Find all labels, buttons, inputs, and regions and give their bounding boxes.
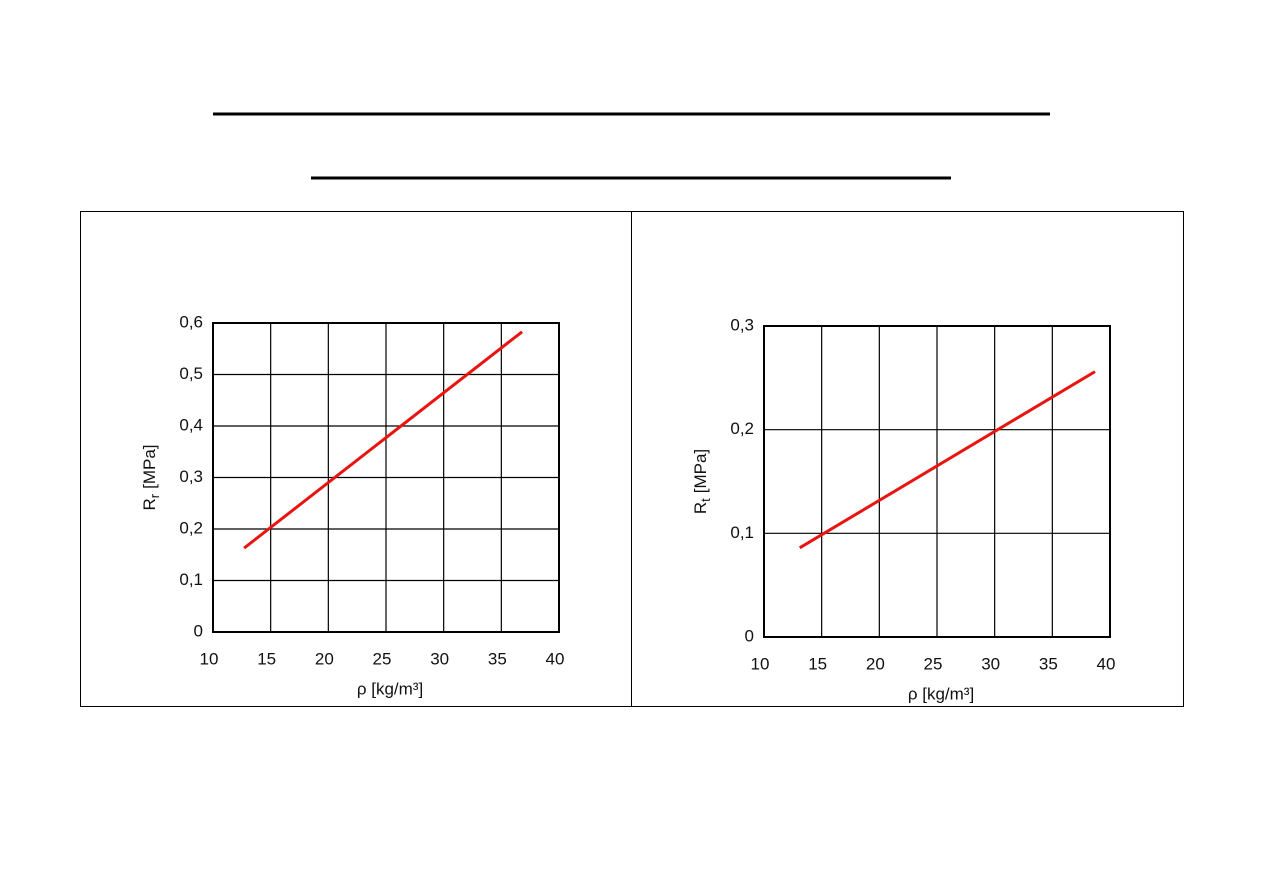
y-tick-label: 0,3 xyxy=(730,315,754,334)
data-line xyxy=(243,330,524,550)
x-tick-label: 25 xyxy=(924,654,943,673)
x-tick-label: 30 xyxy=(981,654,1000,673)
x-tick-label: 40 xyxy=(546,649,565,668)
x-tick-label: 10 xyxy=(200,649,219,668)
x-tick-label: 20 xyxy=(866,654,885,673)
x-tick-label: 15 xyxy=(257,649,276,668)
y-axis-label-main: R xyxy=(691,502,710,514)
plot-border xyxy=(763,325,1111,638)
y-axis-label-unit: [MPa] xyxy=(691,449,710,493)
x-axis-label: ρ [kg/m³] xyxy=(908,684,974,703)
y-tick-label: 0 xyxy=(745,626,754,645)
y-tick-label: 0,2 xyxy=(179,518,203,537)
y-tick-label: 0,2 xyxy=(730,419,754,438)
y-axis-label: Rt [MPa] xyxy=(691,449,713,514)
y-axis-label-main: R xyxy=(140,498,159,510)
y-tick-label: 0,5 xyxy=(179,364,203,383)
y-tick-label: 0 xyxy=(194,621,203,640)
x-tick-label: 20 xyxy=(315,649,334,668)
x-tick-label: 35 xyxy=(488,649,507,668)
x-tick-label: 40 xyxy=(1097,654,1116,673)
x-tick-label: 35 xyxy=(1039,654,1058,673)
x-tick-label: 10 xyxy=(751,654,770,673)
x-tick-label: 15 xyxy=(808,654,827,673)
y-axis-label-unit: [MPa] xyxy=(140,444,159,488)
y-tick-label: 0,1 xyxy=(730,523,754,542)
y-tick-label: 0,3 xyxy=(179,467,203,486)
y-axis-label: Rr [MPa] xyxy=(140,444,162,510)
y-tick-label: 0,4 xyxy=(179,415,203,434)
data-line xyxy=(798,370,1096,550)
x-tick-label: 25 xyxy=(373,649,392,668)
plot-border xyxy=(212,322,560,633)
y-axis-label-sub: t xyxy=(698,498,713,502)
x-tick-label: 30 xyxy=(430,649,449,668)
y-tick-label: 0,1 xyxy=(179,570,203,589)
y-tick-label: 0,6 xyxy=(179,312,203,331)
x-axis-label: ρ [kg/m³] xyxy=(357,679,423,698)
y-axis-label-sub: r xyxy=(147,493,162,498)
